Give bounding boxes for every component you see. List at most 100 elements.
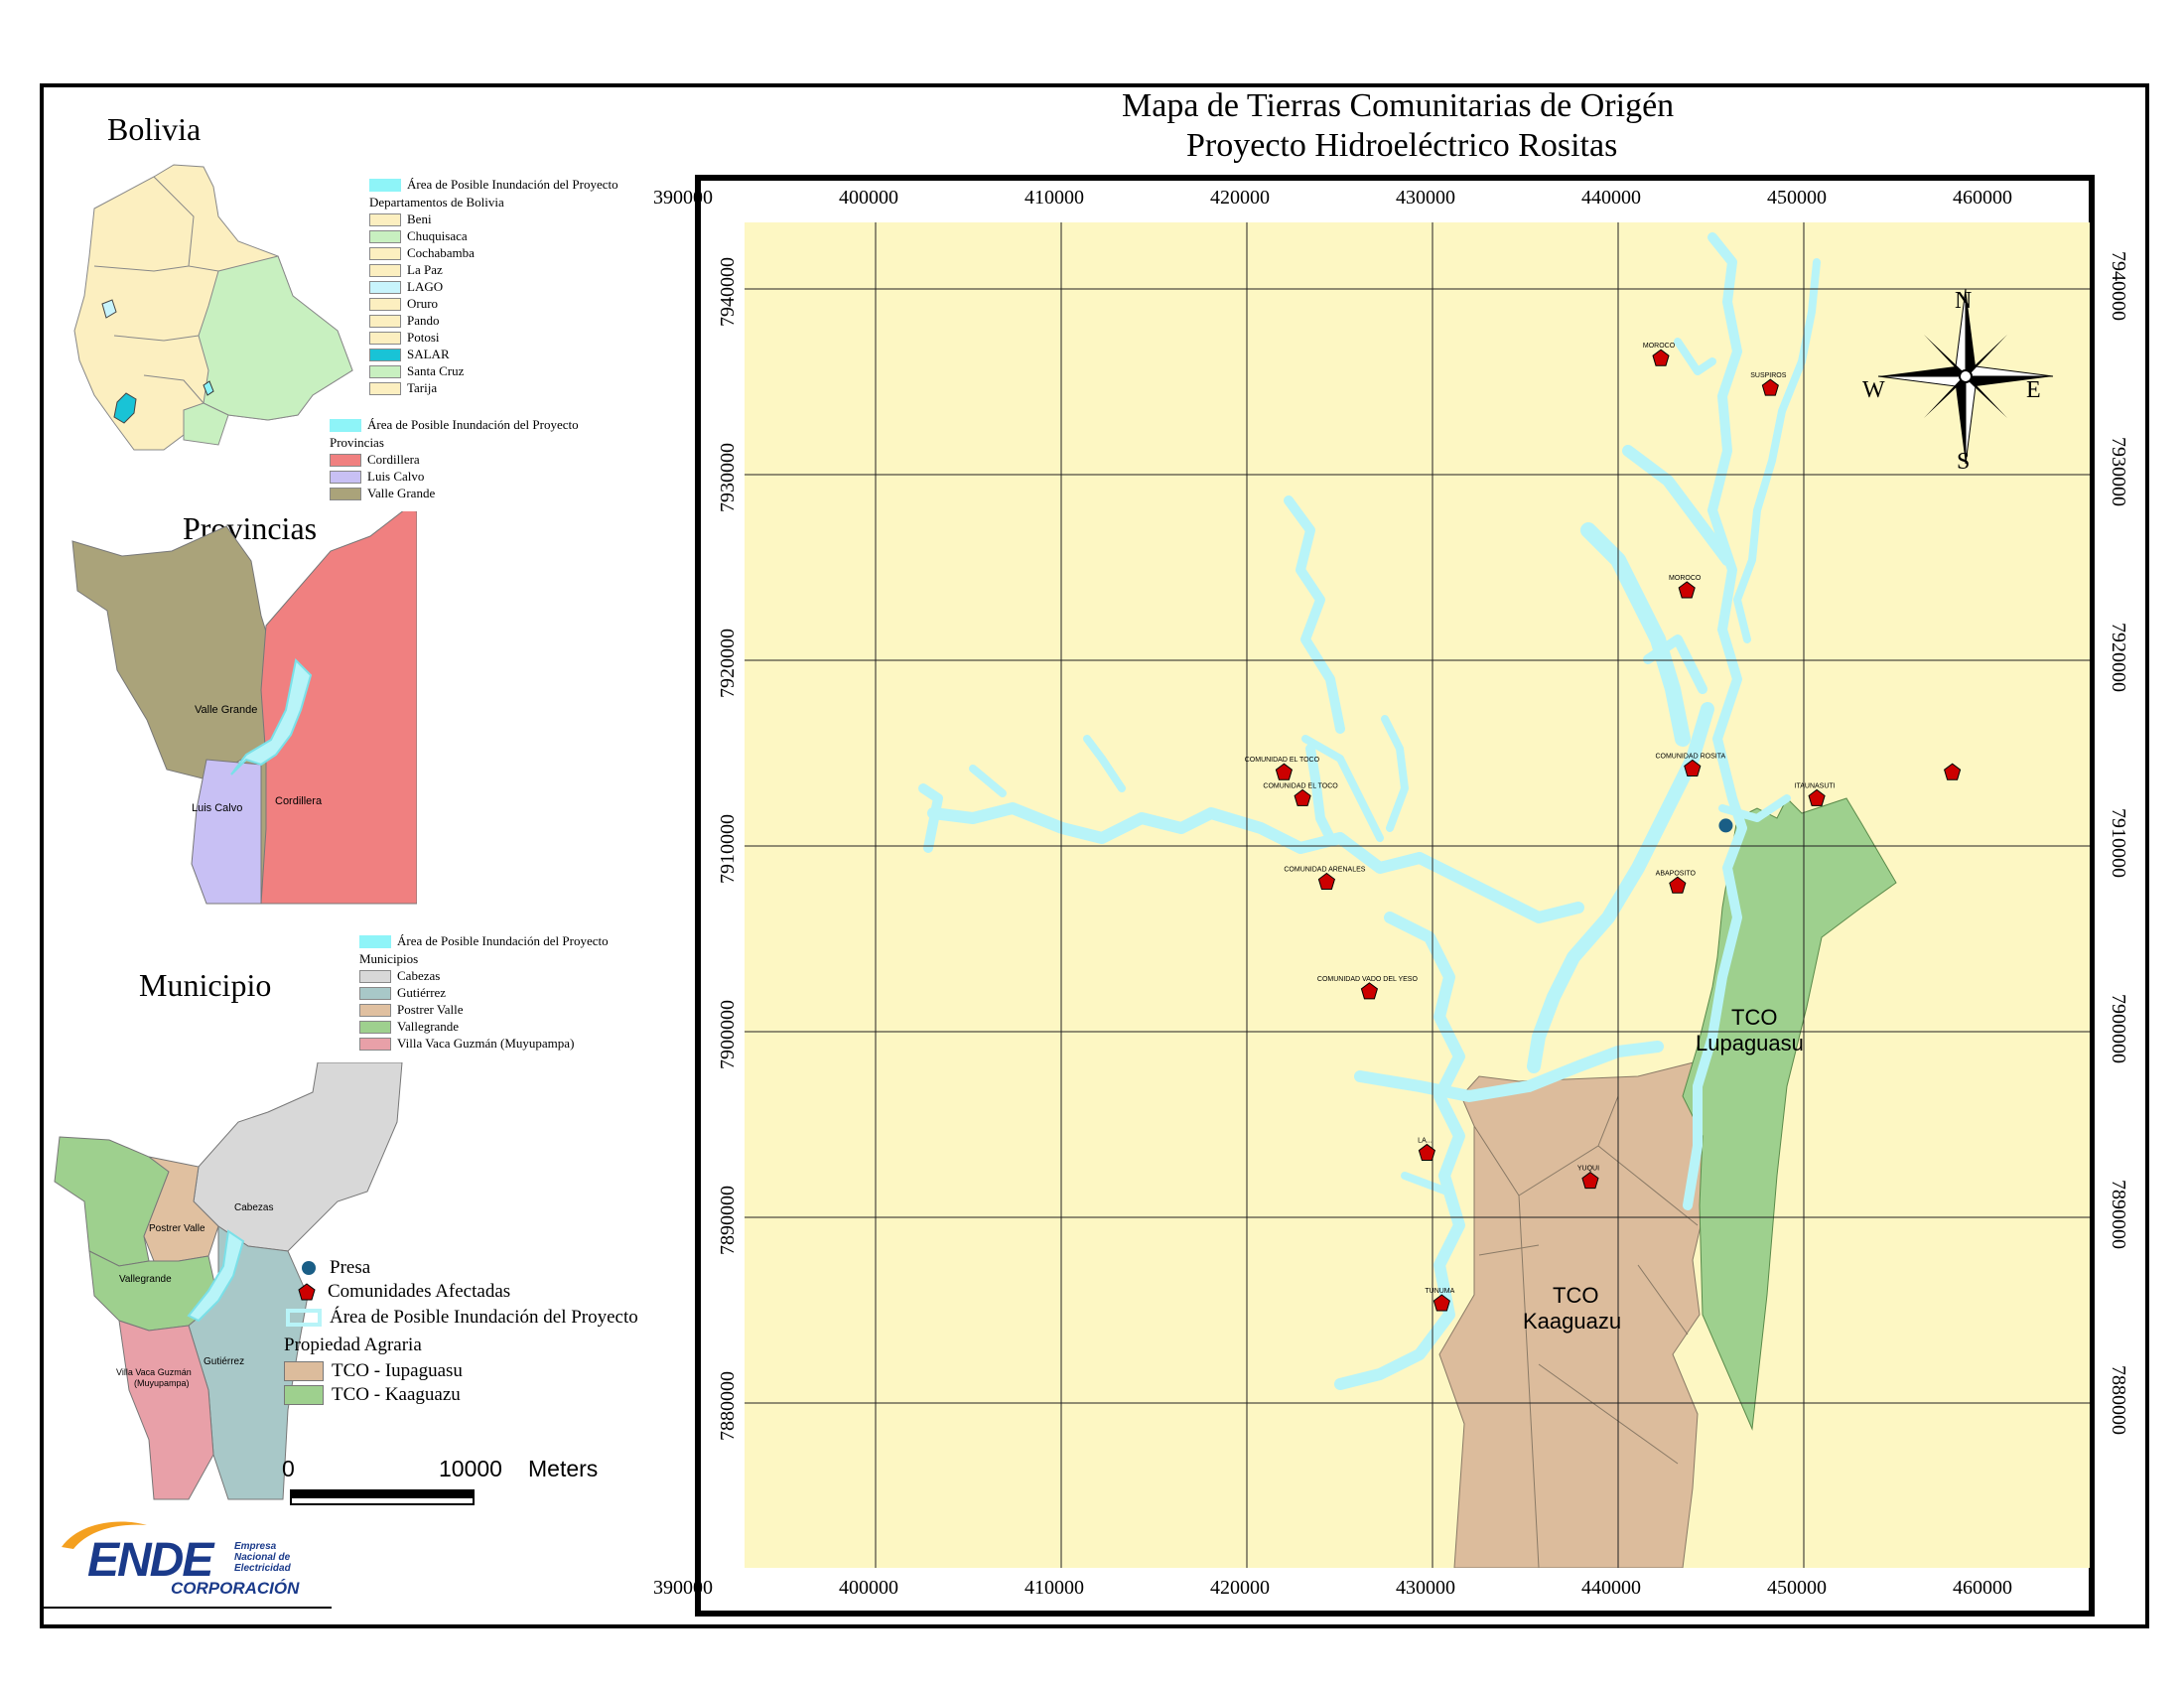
y-tick-label-left: 7890000 xyxy=(717,1186,739,1255)
comunidad-icon xyxy=(298,1283,316,1301)
mun-label-villavaca: Villa Vaca Guzmán xyxy=(116,1367,192,1377)
legend-swatch xyxy=(369,364,401,378)
y-tick-label-left: 7910000 xyxy=(717,814,739,884)
x-tick-label: 420000 xyxy=(1210,1577,1270,1599)
legend-swatch xyxy=(369,263,401,277)
y-tick-label-left: 7940000 xyxy=(717,257,739,327)
legend-swatch xyxy=(359,986,391,1000)
logo-text: ENDE xyxy=(87,1534,213,1587)
community-label: YUQUI xyxy=(1577,1166,1599,1173)
legend-label: Luis Calvo xyxy=(367,469,425,484)
x-tick-label: 410000 xyxy=(1024,187,1084,209)
provincias-legend-area: Área de Posible Inundación del Proyecto xyxy=(330,417,579,433)
legend-swatch xyxy=(369,280,401,294)
compass-n: N xyxy=(1955,288,1973,314)
legend-item: Cordillera xyxy=(330,452,420,468)
community-marker: TUNUMA xyxy=(1425,1288,1455,1312)
legend-area-inundacion: Área de Posible Inundación del Proyecto xyxy=(286,1307,638,1329)
prov-label-cordillera: Cordillera xyxy=(275,795,323,807)
mun-label-cabezas: Cabezas xyxy=(234,1202,274,1213)
x-tick-label: 460000 xyxy=(1953,1577,2012,1599)
legend-label: LAGO xyxy=(407,279,444,294)
compass-w: W xyxy=(1862,377,1885,403)
community-icon xyxy=(1678,581,1696,599)
scale-unit: Meters xyxy=(528,1456,599,1481)
logo-sub: CORPORACIÓN xyxy=(171,1579,300,1598)
x-tick-label: 390000 xyxy=(653,1577,713,1599)
bolivia-heading: Bolivia xyxy=(107,111,202,147)
scale-bar xyxy=(290,1489,475,1505)
title-line2: Proyecto Hidroeléctrico Rositas xyxy=(1186,127,1618,164)
x-tick-label: 450000 xyxy=(1767,187,1827,209)
municipio-heading: Municipio xyxy=(139,967,272,1003)
community-label: SUSPIROS xyxy=(1750,372,1787,379)
compass-s: S xyxy=(1957,449,1971,475)
y-tick-label-left: 7930000 xyxy=(717,443,739,512)
community-icon xyxy=(1761,378,1779,396)
bolivia-legend-area: Área de Posible Inundación del Proyecto xyxy=(369,177,618,193)
x-tick-label: 400000 xyxy=(839,1577,898,1599)
community-icon xyxy=(1652,349,1670,366)
community-label: MOROCO xyxy=(1643,343,1676,350)
community-marker: YUQUI xyxy=(1577,1166,1599,1190)
ende-swoosh-icon xyxy=(62,1521,147,1549)
community-icon xyxy=(1317,872,1335,891)
legend-comunidades: Comunidades Afectadas xyxy=(298,1281,510,1303)
x-tick-label: 440000 xyxy=(1581,1577,1641,1599)
community-label: TUNUMA xyxy=(1425,1288,1454,1295)
legend-label: Santa Cruz xyxy=(407,363,465,378)
logo-underline xyxy=(44,1607,332,1609)
community-label: COMUNIDAD ROSITA xyxy=(1655,753,1725,760)
legend-item: Potosi xyxy=(369,330,440,346)
legend-swatch xyxy=(369,246,401,260)
legend-item: SALAR xyxy=(369,347,450,362)
main-map: MOROCO SUSPIROS MOROCO COMUNIDAD ROSITA ITAU… xyxy=(745,222,2090,1568)
legend-item: Valle Grande xyxy=(330,486,435,501)
propiedad-title: Propiedad Agraria xyxy=(284,1335,422,1355)
legend-label: Cochabamba xyxy=(407,245,475,260)
community-marker: LA... xyxy=(1418,1138,1435,1162)
x-tick-label: 390000 xyxy=(653,187,713,209)
legend-label: Gutiérrez xyxy=(397,985,447,1000)
community-marker: MOROCO xyxy=(1643,343,1676,366)
y-tick-label-left: 7920000 xyxy=(717,629,739,698)
legend-label: Cordillera xyxy=(367,452,420,467)
legend-label: Villa Vaca Guzmán (Muyupampa) xyxy=(397,1036,575,1051)
legend-swatch xyxy=(369,314,401,328)
legend-item: Beni xyxy=(369,211,432,227)
iupaguasu-swatch xyxy=(284,1361,324,1381)
tco-kaaguazu-label: TCO xyxy=(1553,1283,1599,1308)
mun-label-vallegrande: Vallegrande xyxy=(119,1274,172,1285)
presa-marker xyxy=(1718,818,1733,833)
x-tick-label: 460000 xyxy=(1953,187,2012,209)
legend-swatch xyxy=(369,381,401,395)
title-line1: Mapa de Tierras Comunitarias de Origén xyxy=(1122,87,1675,124)
community-marker: SUSPIROS xyxy=(1750,372,1787,396)
mun-label-gutierrez: Gutiérrez xyxy=(204,1356,245,1367)
legend-label: Valle Grande xyxy=(367,486,436,500)
legend-label: Pando xyxy=(407,313,440,328)
provincias-legend-subtitle: Provincias xyxy=(330,435,384,450)
mun-label-postrer: Postrer Valle xyxy=(149,1223,205,1234)
bolivia-map xyxy=(73,164,353,451)
community-label: ABAPOSITO xyxy=(1656,870,1697,877)
scale-start: 0 xyxy=(282,1456,295,1481)
area-swatch xyxy=(369,178,401,192)
community-marker: COMUNIDAD EL TOCO xyxy=(1263,782,1338,806)
logo-company: Empresa Nacional de Electricidad xyxy=(234,1541,291,1574)
legend-item: Cabezas xyxy=(359,968,440,984)
scale-end: 10000 xyxy=(439,1456,502,1481)
legend-swatch xyxy=(359,1020,391,1034)
municipio-map xyxy=(54,1062,403,1500)
compass-rose xyxy=(1877,288,2054,465)
legend-swatch xyxy=(330,487,361,500)
legend-label: Postrer Valle xyxy=(397,1002,464,1017)
legend-swatch xyxy=(330,470,361,484)
tco-kaaguazu-label2: Kaaguazu xyxy=(1523,1309,1622,1334)
community-label: COMUNIDAD VADO DEL YESO xyxy=(1317,976,1419,983)
community-icon xyxy=(1418,1143,1435,1162)
x-tick-label: 400000 xyxy=(839,187,898,209)
community-marker xyxy=(1944,763,1962,780)
community-marker: COMUNIDAD ROSITA xyxy=(1655,753,1725,776)
y-tick-label-right: 7900000 xyxy=(2108,994,2129,1063)
